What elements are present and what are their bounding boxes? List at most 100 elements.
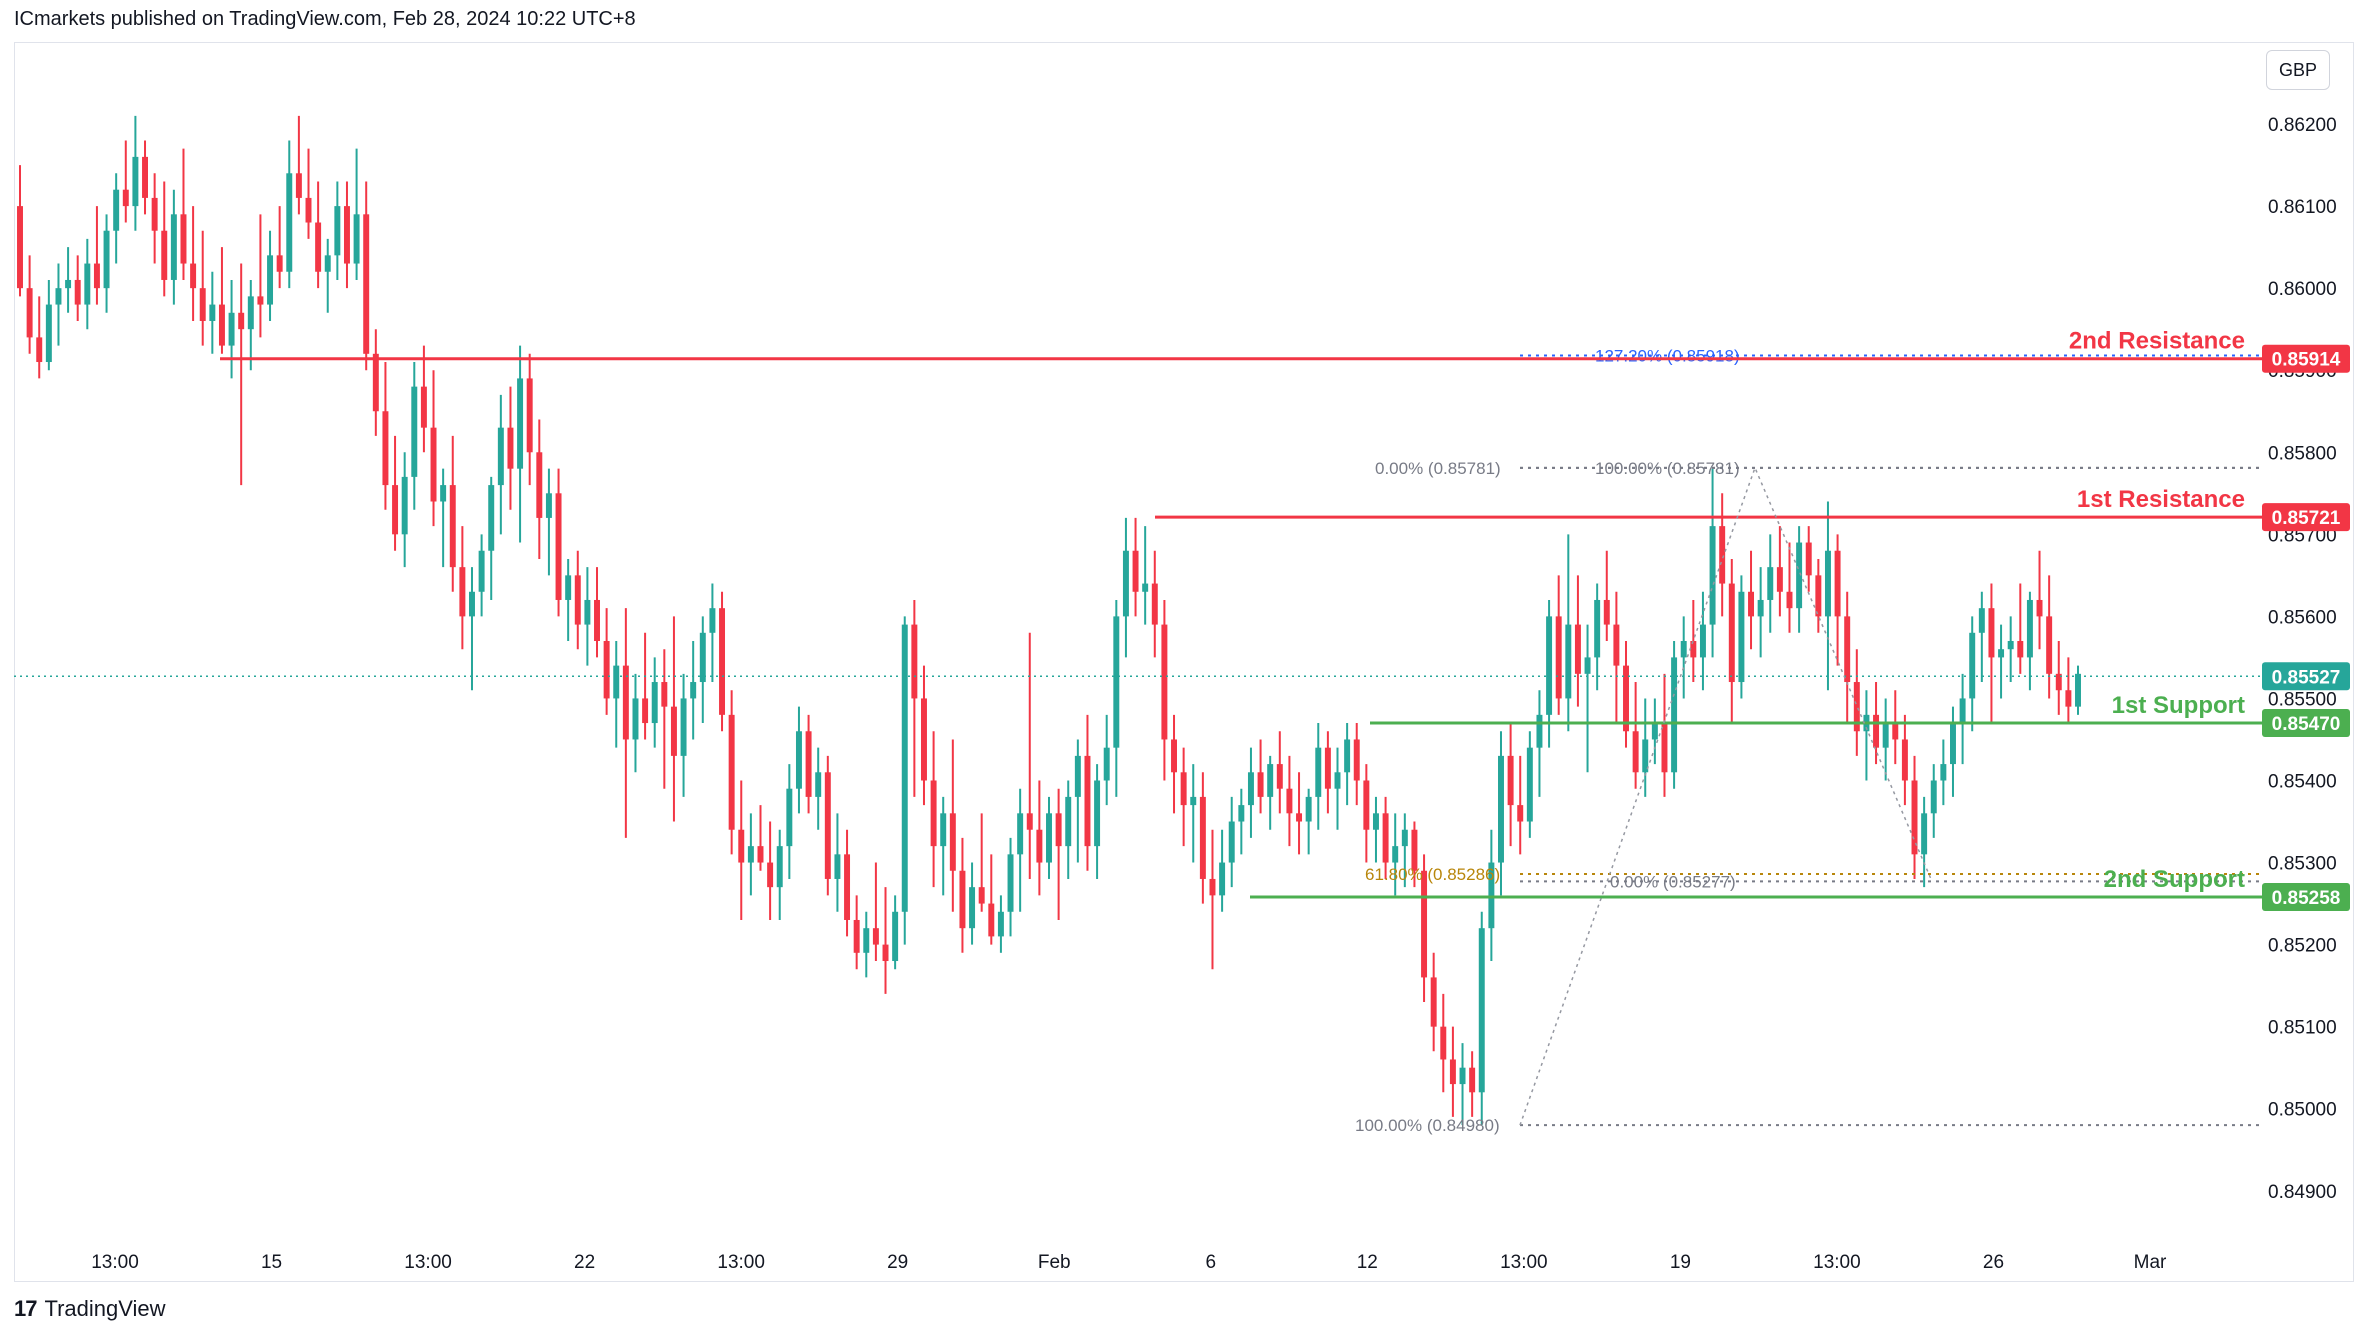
candle-body — [2065, 690, 2072, 707]
candle-body — [1478, 928, 1485, 1093]
candle-body — [622, 665, 629, 740]
candle-body — [324, 255, 331, 272]
candle-body — [1488, 862, 1495, 929]
candle-body — [1815, 575, 1822, 617]
candle-body — [392, 485, 399, 535]
candle-body — [295, 173, 302, 198]
candle-body — [757, 846, 764, 863]
candle-body — [343, 206, 350, 264]
candle-body — [1411, 829, 1418, 871]
candle-body — [1171, 739, 1177, 773]
candle-body — [1180, 772, 1187, 806]
candle-body — [1661, 723, 1668, 773]
candle-body — [84, 263, 91, 305]
candle-body — [113, 189, 120, 231]
current-price-tag — [2262, 662, 2350, 691]
candle-body — [738, 829, 745, 863]
candle-body — [218, 304, 225, 346]
candle-body — [1469, 1067, 1476, 1093]
candle-body — [901, 624, 908, 912]
candle-body — [853, 919, 860, 953]
candle-body — [997, 911, 1004, 937]
candle-body — [1142, 583, 1149, 592]
candle-body — [1324, 747, 1331, 789]
candle-body — [1574, 624, 1581, 674]
candle-body — [132, 156, 139, 207]
x-tick-label: 29 — [887, 1252, 908, 1273]
candle-body — [334, 206, 341, 256]
candle-body — [1228, 821, 1235, 863]
candle-body — [190, 263, 197, 289]
candle-body — [65, 279, 72, 289]
x-tick-label: 15 — [261, 1252, 282, 1273]
candle-body — [565, 575, 572, 600]
candle-body — [594, 599, 600, 641]
candle-body — [1584, 657, 1591, 674]
candle-body — [574, 575, 581, 625]
current-price-label: 0.85527 — [2272, 667, 2341, 688]
candle-body — [1401, 829, 1408, 847]
x-tick-label: Feb — [1038, 1252, 1071, 1273]
x-tick-label: 13:00 — [1813, 1252, 1861, 1273]
currency-badge[interactable]: GBP — [2266, 50, 2330, 90]
candle-body — [142, 156, 148, 198]
candle-body — [1786, 591, 1793, 609]
candle-body — [1094, 780, 1101, 847]
candle-body — [440, 485, 447, 502]
candle-body — [1959, 698, 1966, 724]
fib-label: 100.00% (0.84980) — [1355, 1116, 1500, 1135]
candle-body — [1276, 764, 1283, 789]
candle-body — [1642, 739, 1649, 773]
candle-body — [786, 788, 793, 847]
support-level-label: 2nd Support — [2104, 866, 2245, 893]
candle-body — [1728, 583, 1735, 683]
candle-body — [1334, 772, 1341, 789]
candle-body — [1998, 649, 2005, 658]
candle-body — [1344, 739, 1351, 773]
tradingview-logo-icon: 17 — [14, 1296, 38, 1321]
tradingview-brand[interactable]: 17 TradingView — [14, 1296, 166, 1322]
candle-body — [1911, 780, 1918, 855]
y-tick-label: 0.85400 — [2268, 771, 2337, 792]
candle-body — [257, 296, 264, 305]
candle-body — [1623, 665, 1629, 732]
candle-body — [1065, 796, 1072, 847]
candle-body — [1901, 739, 1908, 781]
candle-body — [459, 567, 466, 617]
candlestick-chart[interactable]: 0.862000.861000.860000.859000.858000.857… — [0, 0, 2366, 1290]
candle-body — [1305, 796, 1312, 822]
candle-body — [1103, 747, 1110, 781]
candle-body — [1892, 723, 1899, 740]
candle-body — [940, 813, 947, 847]
candle-body — [1824, 550, 1831, 617]
candle-body — [767, 862, 774, 888]
publisher-header: ICmarkets published on TradingView.com, … — [14, 8, 636, 30]
candle-body — [1074, 755, 1081, 797]
chart-frame — [14, 42, 2354, 1282]
candle-body — [1738, 591, 1745, 683]
y-tick-label: 0.86200 — [2268, 115, 2337, 136]
candle-body — [642, 698, 649, 724]
candle-body — [1286, 788, 1293, 814]
candle-body — [815, 772, 822, 797]
candle-body — [1238, 805, 1245, 822]
fib-label: 0.00% (0.85781) — [1375, 459, 1501, 478]
candle-body — [353, 214, 360, 264]
candle-body — [372, 353, 379, 412]
price-tag-label: 0.85914 — [2272, 350, 2341, 371]
candle-body — [834, 854, 841, 879]
candle-body — [1873, 714, 1880, 748]
candle-body — [1757, 599, 1764, 617]
candle-body — [1449, 1059, 1456, 1085]
candle-body — [1613, 624, 1620, 666]
x-tick-label: 6 — [1205, 1252, 1216, 1273]
candle-body — [199, 288, 206, 321]
candle-body — [45, 304, 52, 363]
candle-body — [1671, 657, 1678, 773]
candle-body — [719, 608, 726, 715]
candle-body — [651, 682, 658, 724]
candle-body — [1132, 550, 1139, 592]
candle-body — [517, 378, 524, 469]
candle-body — [1930, 780, 1937, 814]
price-tag — [2262, 883, 2350, 912]
